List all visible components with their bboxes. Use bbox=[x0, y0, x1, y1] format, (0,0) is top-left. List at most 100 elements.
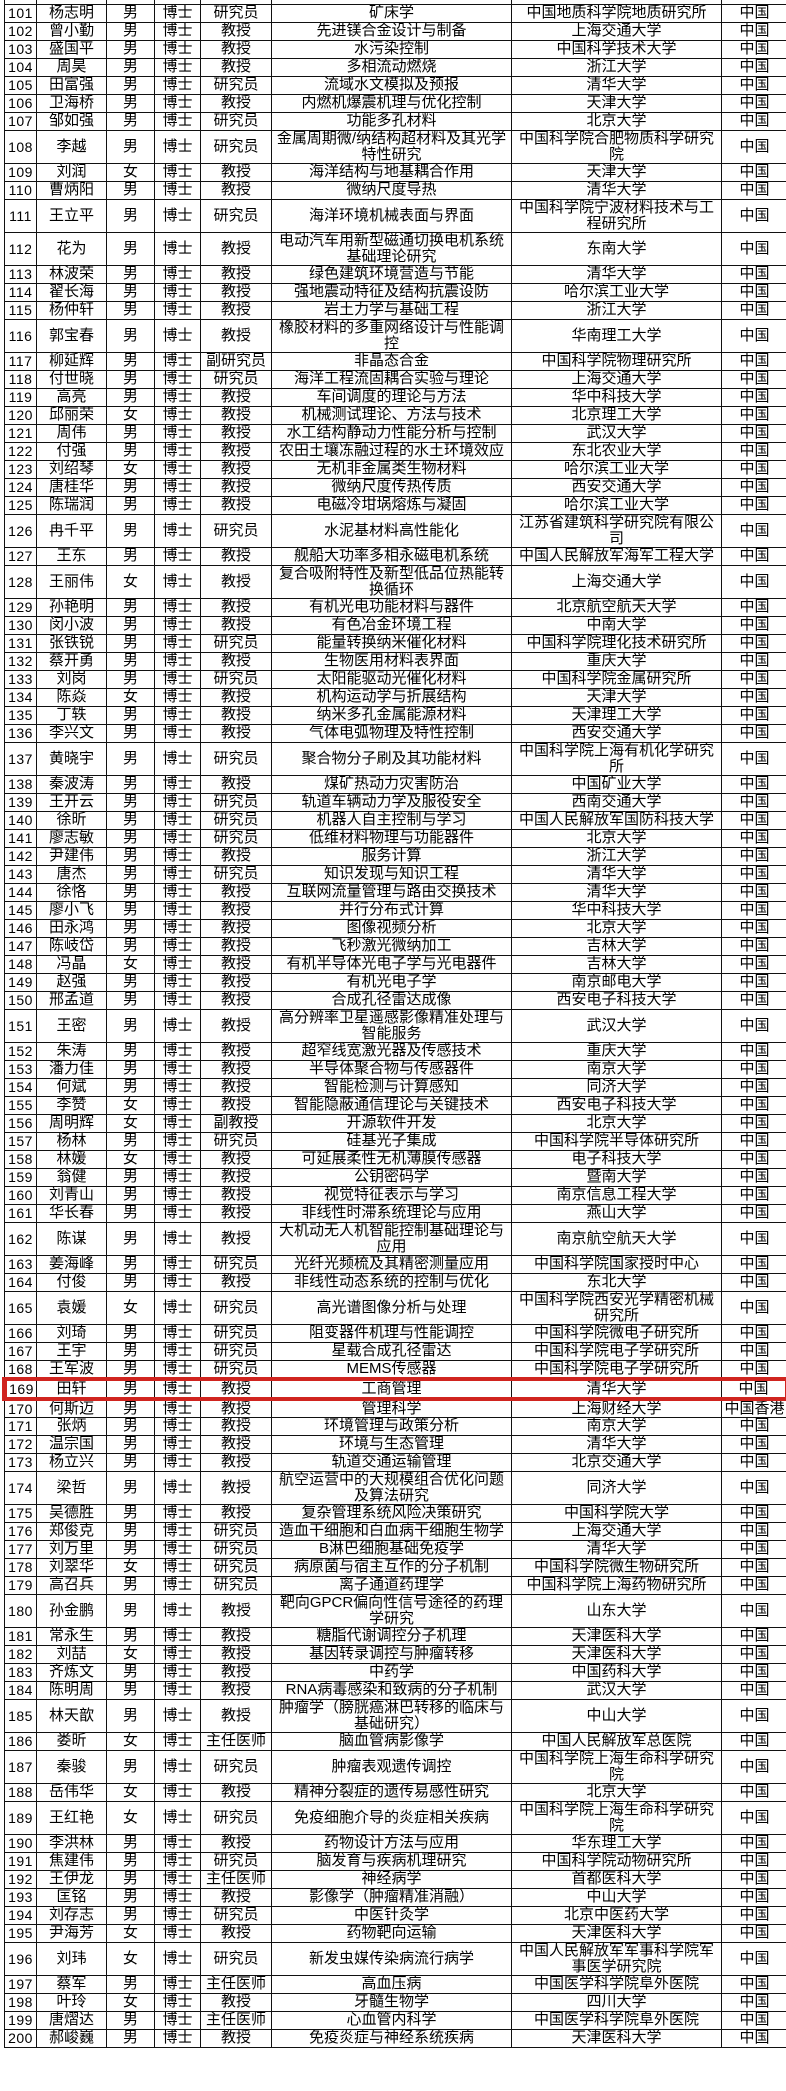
cell-field: 微纳尺度传热传质 bbox=[271, 477, 512, 497]
cell-org: 天津医科大学 bbox=[511, 1644, 722, 1664]
cell-title: 研究员 bbox=[200, 1749, 272, 1784]
cell-no: 120 bbox=[4, 405, 37, 425]
cell-no: 122 bbox=[4, 441, 37, 461]
cell-name: 张铁锐 bbox=[36, 633, 107, 653]
cell-org: 北京大学 bbox=[511, 918, 722, 938]
cell-org: 中国科学院上海生命科学研究院 bbox=[511, 1800, 722, 1835]
table-row: 195 尹海芳女博士 教授 药物靶向运输 天津医科大学 中国 bbox=[4, 1923, 786, 1943]
cell-name: 刘万里 bbox=[36, 1539, 107, 1559]
cell-field: 可延展柔性无机薄膜传感器 bbox=[271, 1149, 512, 1169]
cell-field: 肿瘤学（膀胱癌淋巴转移的临床与基础研究） bbox=[271, 1698, 512, 1733]
cell-deg: 博士 bbox=[154, 1593, 201, 1628]
cell-name: 黄晓宇 bbox=[36, 741, 107, 776]
cell-org: 清华大学 bbox=[511, 75, 722, 95]
cell-title: 教授 bbox=[200, 723, 272, 743]
cell-sex: 男 bbox=[106, 282, 155, 302]
cell-field: 机械测试理论、方法与技术 bbox=[271, 405, 512, 425]
table-row: 160 刘青山男博士 教授 视觉特征表示与学习 南京信息工程大学 中国 bbox=[4, 1185, 786, 1205]
cell-org: 浙江大学 bbox=[511, 300, 722, 320]
cell-field: 气体电弧物理及特性控制 bbox=[271, 723, 512, 743]
cell-deg: 博士 bbox=[154, 441, 201, 461]
cell-name: 刘喆 bbox=[36, 1644, 107, 1664]
table-row: 149 赵强男博士 教授 有机光电子学 南京邮电大学 中国 bbox=[4, 972, 786, 992]
cell-nat: 中国 bbox=[721, 1434, 786, 1454]
cell-sex: 男 bbox=[106, 1203, 155, 1223]
cell-no: 123 bbox=[4, 459, 37, 479]
cell-deg: 博士 bbox=[154, 864, 201, 884]
cell-field: 管理科学 bbox=[271, 1398, 512, 1418]
cell-nat: 中国 bbox=[721, 900, 786, 920]
cell-name: 郑俊克 bbox=[36, 1521, 107, 1541]
cell-field: 车间调度的理论与方法 bbox=[271, 387, 512, 407]
table-row: 115 杨仲轩男博士 教授 岩土力学与基础工程 浙江大学 中国 bbox=[4, 300, 786, 320]
cell-deg: 博士 bbox=[154, 57, 201, 77]
cell-no: 200 bbox=[4, 2028, 37, 2048]
cell-nat: 中国 bbox=[721, 318, 786, 353]
experts-table: 101 杨志明男博士 研究员 矿床学 中国地质科学院地质研究所 中国 102 曾小勤男博士 教授… bbox=[2, 0, 786, 2048]
cell-deg: 博士 bbox=[154, 1557, 201, 1577]
cell-deg: 博士 bbox=[154, 1185, 201, 1205]
cell-nat: 中国 bbox=[721, 405, 786, 425]
cell-name: 林媛 bbox=[36, 1149, 107, 1169]
cell-deg: 博士 bbox=[154, 705, 201, 725]
cell-org: 山东大学 bbox=[511, 1593, 722, 1628]
table-page: 101 杨志明男博士 研究员 矿床学 中国地质科学院地质研究所 中国 102 曾小勤男博士 教授… bbox=[2, 0, 786, 2048]
cell-sex: 男 bbox=[106, 1680, 155, 1700]
cell-nat: 中国 bbox=[721, 3, 786, 23]
cell-field: 牙髓生物学 bbox=[271, 1992, 512, 2012]
cell-title: 教授 bbox=[200, 1662, 272, 1682]
cell-org: 电子科技大学 bbox=[511, 1149, 722, 1169]
cell-nat: 中国 bbox=[721, 1095, 786, 1115]
cell-no: 125 bbox=[4, 495, 37, 515]
cell-no: 173 bbox=[4, 1452, 37, 1472]
cell-deg: 博士 bbox=[154, 1923, 201, 1943]
cell-nat: 中国 bbox=[721, 1113, 786, 1133]
table-body: 101 杨志明男博士 研究员 矿床学 中国地质科学院地质研究所 中国 102 曾小勤男博士 教授… bbox=[2, 0, 786, 2048]
cell-org: 北京航空航天大学 bbox=[511, 597, 722, 617]
cell-field: 绿色建筑环境营造与节能 bbox=[271, 264, 512, 284]
table-row: 118 付世晓男博士 研究员 海洋工程流固耦合实验与理论 上海交通大学 中国 bbox=[4, 369, 786, 389]
cell-no: 153 bbox=[4, 1059, 37, 1079]
table-row: 190 李洪林男博士 教授 药物设计方法与应用 华东理工大学 中国 bbox=[4, 1833, 786, 1853]
cell-no: 119 bbox=[4, 387, 37, 407]
table-row: 150 邢孟道男博士 教授 合成孔径雷达成像 西安电子科技大学 中国 bbox=[4, 990, 786, 1010]
cell-no: 131 bbox=[4, 633, 37, 653]
table-row: 134 陈焱女博士 教授 机构运动学与折展结构 天津大学 中国 bbox=[4, 687, 786, 707]
cell-org: 华南理工大学 bbox=[511, 318, 722, 353]
cell-field: 强地震动特征及结构抗震设防 bbox=[271, 282, 512, 302]
cell-deg: 博士 bbox=[154, 900, 201, 920]
cell-no: 156 bbox=[4, 1113, 37, 1133]
cell-field: 岩土力学与基础工程 bbox=[271, 300, 512, 320]
cell-nat: 中国 bbox=[721, 57, 786, 77]
cell-no: 193 bbox=[4, 1887, 37, 1907]
cell-field: 农田土壤冻融过程的水土环境效应 bbox=[271, 441, 512, 461]
cell-name: 周明辉 bbox=[36, 1113, 107, 1133]
cell-no: 102 bbox=[4, 21, 37, 41]
cell-deg: 博士 bbox=[154, 1941, 201, 1976]
table-row: 106 卫海桥男博士 教授 内燃机爆震机理与优化控制 天津大学 中国 bbox=[4, 93, 786, 113]
cell-deg: 博士 bbox=[154, 792, 201, 812]
cell-nat: 中国 bbox=[721, 687, 786, 707]
cell-sex: 男 bbox=[106, 39, 155, 59]
cell-nat: 中国 bbox=[721, 1557, 786, 1577]
cell-org: 南京大学 bbox=[511, 1059, 722, 1079]
cell-sex: 男 bbox=[106, 936, 155, 956]
cell-no: 152 bbox=[4, 1041, 37, 1061]
cell-deg: 博士 bbox=[154, 1782, 201, 1802]
cell-no: 146 bbox=[4, 918, 37, 938]
cell-nat: 中国 bbox=[721, 1149, 786, 1169]
cell-name: 郭宝春 bbox=[36, 318, 107, 353]
cell-no: 126 bbox=[4, 513, 37, 548]
cell-no: 136 bbox=[4, 723, 37, 743]
cell-nat: 中国 bbox=[721, 351, 786, 371]
cell-org: 中国科学院微生物研究所 bbox=[511, 1557, 722, 1577]
cell-deg: 博士 bbox=[154, 1833, 201, 1853]
cell-field: 并行分布式计算 bbox=[271, 900, 512, 920]
cell-title: 教授 bbox=[200, 1077, 272, 1097]
cell-org: 中国科学院西安光学精密机械研究所 bbox=[511, 1290, 722, 1325]
cell-field: 病原菌与宿主互作的分子机制 bbox=[271, 1557, 512, 1577]
cell-no: 172 bbox=[4, 1434, 37, 1454]
cell-sex: 男 bbox=[106, 633, 155, 653]
cell-org: 西南交通大学 bbox=[511, 792, 722, 812]
cell-no: 176 bbox=[4, 1521, 37, 1541]
